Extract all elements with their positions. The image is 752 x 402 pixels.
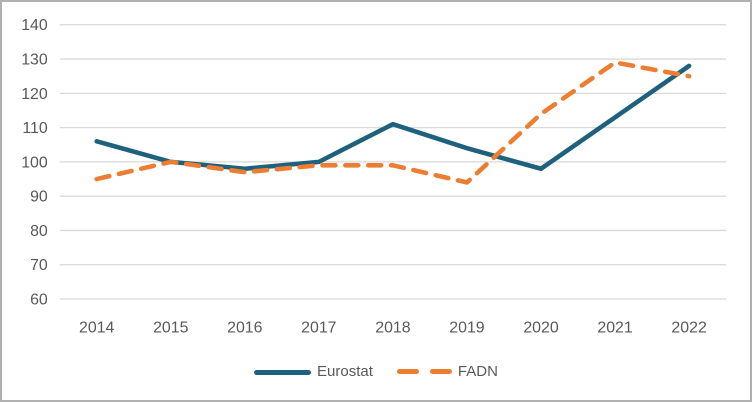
x-tick-label: 2015 [153, 320, 189, 337]
y-tick-label: 100 [21, 154, 48, 171]
legend-label-fadn: FADN [457, 362, 498, 380]
x-tick-label: 2020 [523, 320, 559, 337]
x-tick-label: 2016 [227, 320, 263, 337]
x-tick-label: 2019 [449, 320, 485, 337]
series-line-fadn [94, 60, 692, 185]
legend-item-eurostat: Eurostat [254, 362, 373, 380]
x-tick-label: 2017 [301, 320, 337, 337]
y-tick-label: 110 [22, 120, 48, 137]
y-tick-label: 120 [21, 86, 48, 103]
chart-legend: Eurostat FADN [2, 362, 750, 380]
legend-item-fadn: FADN [396, 362, 498, 380]
fadn-line-swatch [396, 368, 452, 374]
x-tick-label: 2021 [597, 320, 633, 337]
series-line-eurostat [94, 63, 692, 172]
legend-label-eurostat: Eurostat [317, 362, 373, 380]
y-tick-label: 130 [21, 52, 48, 69]
x-tick-label: 2022 [671, 320, 707, 337]
y-tick-label: 60 [30, 291, 48, 308]
y-tick-label: 90 [30, 189, 48, 206]
x-tick-label: 2018 [375, 320, 411, 337]
y-tick-label: 80 [30, 223, 48, 240]
x-tick-label: 2014 [79, 320, 115, 337]
y-tick-label: 70 [30, 257, 48, 274]
eurostat-line-swatch [254, 362, 312, 380]
y-tick-label: 140 [21, 17, 48, 34]
